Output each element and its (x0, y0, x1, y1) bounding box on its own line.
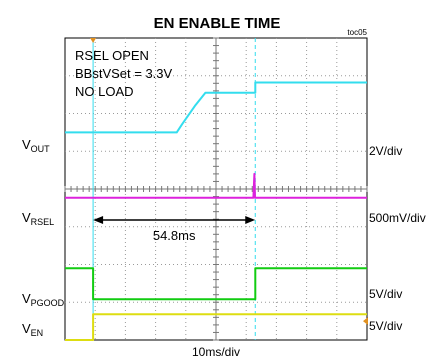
channel-scale-vrsel: 500mV/div (369, 211, 426, 225)
channel-scale-ven: 5V/div (369, 319, 402, 333)
channel-labels: VOUT 2V/div VRSEL 500mV/div VPGOOD 5V/div VEN 5… (22, 137, 426, 338)
trigger-level-icon (363, 317, 368, 326)
conditions-annotation: RSEL OPEN BBstVSet = 3.3V NO LOAD (75, 48, 173, 99)
time-scale-label: 10ms/div (192, 345, 240, 359)
trace-vout (65, 81, 367, 134)
channel-label-ven: VEN (22, 321, 43, 338)
trace-ven (65, 313, 367, 341)
figure-id: toc05 (347, 28, 367, 37)
condition-line-1: RSEL OPEN (75, 48, 149, 63)
channel-label-vout: VOUT (22, 137, 50, 154)
condition-line-2: BBstVSet = 3.3V (75, 66, 173, 81)
channel-label-vrsel: VRSEL (22, 210, 54, 227)
arrow-left-icon (93, 215, 104, 224)
channel-scale-vpgood: 5V/div (369, 287, 402, 301)
trigger-marker-icon (90, 38, 97, 43)
channel-scale-vout: 2V/div (369, 144, 402, 158)
chart-title: EN ENABLE TIME (154, 15, 281, 32)
time-measurement: 54.8ms (93, 215, 256, 243)
traces (65, 81, 367, 341)
arrow-right-icon (245, 215, 256, 224)
channel-label-vpgood: VPGOOD (22, 291, 65, 308)
trace-vpgood (65, 267, 367, 301)
measurement-label: 54.8ms (153, 228, 196, 243)
condition-line-3: NO LOAD (75, 84, 134, 99)
trace-vrsel (65, 172, 367, 199)
